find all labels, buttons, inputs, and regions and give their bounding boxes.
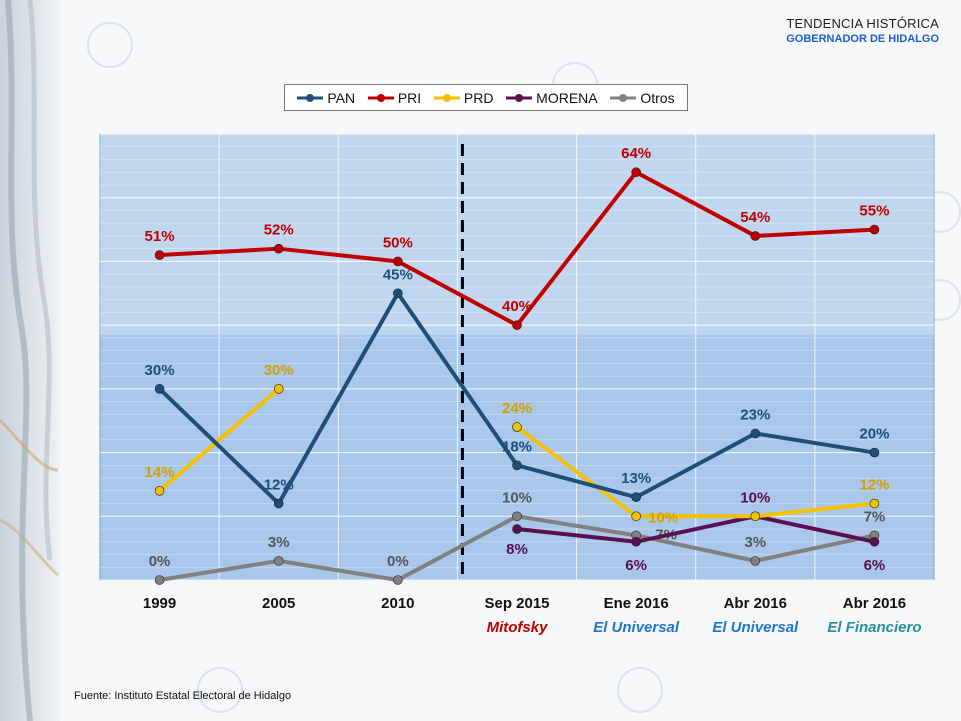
data-point-pri bbox=[750, 231, 761, 241]
legend-swatch bbox=[506, 93, 533, 102]
series-line-prd bbox=[158, 387, 281, 493]
data-label-otros: 7% bbox=[864, 508, 886, 525]
data-point-morena bbox=[631, 536, 641, 547]
data-point-pan bbox=[512, 460, 522, 471]
data-label-pri: 54% bbox=[740, 209, 770, 226]
x-tick-label: 2010 bbox=[381, 595, 414, 612]
legend-item-prd: PRD bbox=[433, 89, 494, 106]
data-point-prd bbox=[631, 511, 641, 522]
data-label-prd: 30% bbox=[264, 362, 294, 379]
legend-swatch bbox=[367, 93, 394, 102]
data-label-otros: 10% bbox=[502, 489, 532, 506]
data-point-pri bbox=[631, 167, 641, 178]
data-point-pan bbox=[750, 428, 761, 439]
data-point-pri bbox=[273, 243, 284, 254]
data-label-morena: 6% bbox=[864, 557, 886, 574]
data-point-prd bbox=[750, 511, 761, 522]
data-point-pan bbox=[631, 492, 641, 502]
data-point-otros bbox=[154, 575, 165, 585]
x-tick-label: Abr 2016 bbox=[724, 595, 787, 612]
data-point-pri bbox=[512, 320, 522, 330]
data-point-pan bbox=[869, 447, 880, 458]
x-tick-label: Ene 2016 bbox=[604, 595, 669, 612]
data-point-prd bbox=[869, 498, 880, 509]
legend-label: PAN bbox=[327, 89, 356, 106]
legend-swatch bbox=[610, 93, 637, 102]
legend-item-morena: MORENA bbox=[506, 89, 598, 106]
legend-label: MORENA bbox=[536, 89, 598, 106]
data-point-pri bbox=[869, 224, 880, 235]
data-point-morena bbox=[512, 524, 522, 534]
data-label-otros: 0% bbox=[387, 553, 409, 570]
data-label-pri: 51% bbox=[145, 228, 175, 245]
data-point-pan bbox=[393, 288, 403, 299]
data-label-morena: 10% bbox=[740, 489, 770, 506]
pollster-label: El Universal bbox=[593, 619, 680, 636]
data-label-pan: 20% bbox=[859, 426, 889, 443]
data-label-otros: 0% bbox=[149, 553, 171, 570]
data-label-otros: 3% bbox=[744, 534, 766, 551]
data-label-prd: 14% bbox=[145, 464, 175, 481]
data-label-pri: 52% bbox=[264, 222, 294, 239]
data-point-prd bbox=[273, 384, 284, 394]
chart-header: TENDENCIA HISTÓRICA GOBERNADOR DE HIDALG… bbox=[786, 16, 939, 45]
data-point-otros bbox=[393, 575, 403, 585]
series-line-prd bbox=[515, 425, 875, 519]
data-point-otros bbox=[750, 556, 761, 566]
data-label-prd: 10% bbox=[648, 509, 678, 526]
data-point-prd bbox=[154, 485, 165, 496]
x-tick-label: 2005 bbox=[262, 595, 295, 612]
pollster-label: El Universal bbox=[712, 619, 799, 636]
data-point-pan bbox=[154, 384, 165, 394]
data-point-morena bbox=[869, 536, 880, 547]
legend-label: PRD bbox=[463, 89, 494, 106]
data-label-pan: 30% bbox=[145, 362, 175, 379]
data-label-otros: 3% bbox=[268, 534, 290, 551]
legend-item-pan: PAN bbox=[297, 90, 355, 106]
pollster-label: El Financiero bbox=[827, 619, 921, 636]
x-tick-label: Abr 2016 bbox=[843, 595, 906, 612]
data-label-pan: 12% bbox=[264, 477, 294, 494]
series-line-morena bbox=[516, 514, 875, 544]
data-label-pan: 18% bbox=[502, 438, 532, 455]
data-label-pan: 23% bbox=[740, 406, 770, 423]
data-point-pri bbox=[154, 250, 165, 260]
legend-item-otros: Otros bbox=[610, 89, 675, 106]
data-point-prd bbox=[512, 422, 522, 432]
plot-area bbox=[99, 133, 935, 581]
data-label-morena: 6% bbox=[625, 557, 647, 574]
data-point-otros bbox=[512, 511, 522, 522]
legend-item-pri: PRI bbox=[367, 89, 422, 106]
pollster-label: Mitofsky bbox=[487, 619, 549, 636]
legend-swatch bbox=[433, 93, 460, 102]
chart-legend: PAN PRI PRD MORENA Otros bbox=[284, 84, 688, 111]
data-label-pri: 64% bbox=[621, 145, 651, 162]
data-point-otros bbox=[273, 556, 284, 566]
x-tick-label: Sep 2015 bbox=[484, 595, 549, 612]
data-label-pan: 45% bbox=[383, 266, 413, 283]
data-label-prd: 12% bbox=[859, 477, 889, 494]
data-label-pri: 50% bbox=[383, 234, 413, 251]
legend-label: PRI bbox=[397, 89, 422, 106]
legend-label: Otros bbox=[640, 89, 675, 106]
x-tick-label: 1999 bbox=[143, 595, 176, 612]
data-label-pri: 40% bbox=[502, 298, 532, 315]
data-label-prd: 24% bbox=[502, 400, 532, 417]
data-point-pri bbox=[393, 256, 403, 267]
source-note: Fuente: Instituto Estatal Electoral de H… bbox=[74, 690, 292, 702]
data-label-morena: 8% bbox=[506, 541, 528, 558]
chart-subtitle: GOBERNADOR DE HIDALGO bbox=[786, 33, 939, 45]
data-label-pan: 13% bbox=[621, 470, 651, 487]
data-label-pri: 55% bbox=[859, 203, 889, 220]
data-point-pan bbox=[273, 498, 284, 509]
legend-swatch bbox=[297, 93, 324, 102]
chart-title: TENDENCIA HISTÓRICA bbox=[786, 16, 939, 31]
